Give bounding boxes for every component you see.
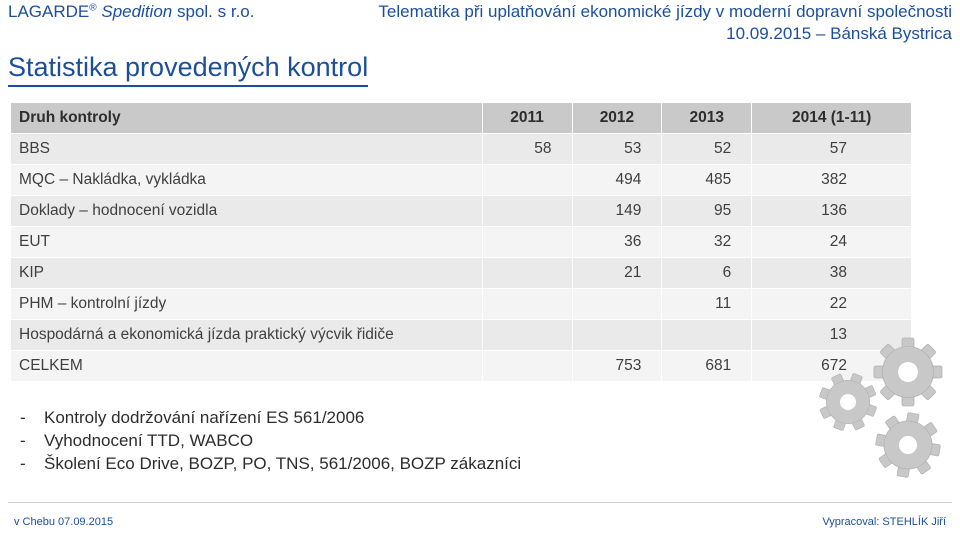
column-header-2013: 2013 [661,102,753,134]
cell-2011 [481,350,573,382]
column-header-2011: 2011 [481,102,573,134]
company-main: LAGARDE [8,2,90,21]
cell-2014: 57 [751,133,912,165]
cell-2013: 681 [661,350,753,382]
list-item: - Školení Eco Drive, BOZP, PO, TNS, 561/2… [20,452,521,475]
cell-2012: 36 [571,226,663,258]
cell-2011: 58 [481,133,573,165]
column-header-2014: 2014 (1-11) [751,102,912,134]
cell-2012 [571,319,663,351]
cell-2013: 52 [661,133,753,165]
cell-2014: 136 [751,195,912,227]
column-header-type: Druh kontroly [10,102,483,134]
cell-2014: 24 [751,226,912,258]
notes-list: - Kontroly dodržování nařízení ES 561/200… [20,406,521,475]
cell-2014: 22 [751,288,912,320]
row-label: BBS [10,133,483,165]
cell-2011 [481,319,573,351]
company-name: LAGARDE® Spedition spol. s r.o. [8,2,254,22]
bullet-dash: - [20,408,26,427]
row-label: CELKEM [10,350,483,382]
table-row: EUT 36 32 24 [10,226,912,258]
cell-2014: 13 [751,319,912,351]
cell-2012: 149 [571,195,663,227]
cell-2011 [481,288,573,320]
note-text: Školení Eco Drive, BOZP, PO, TNS, 561/20… [44,454,522,473]
bullet-dash: - [20,431,26,450]
row-label: PHM – kontrolní jízdy [10,288,483,320]
table-row: Hospodárná a ekonomická jízda praktický … [10,319,912,351]
row-label: Hospodárná a ekonomická jízda praktický … [10,319,483,351]
cell-2012 [571,288,663,320]
table-row: MQC – Nakládka, vykládka 494 485 382 [10,164,912,196]
row-label: MQC – Nakládka, vykládka [10,164,483,196]
row-label: Doklady – hodnocení vozidla [10,195,483,227]
cell-2013: 95 [661,195,753,227]
cell-2012: 494 [571,164,663,196]
cell-2014: 38 [751,257,912,289]
event-title: Telematika při uplatňování ekonomické jí… [378,2,952,21]
bullet-dash: - [20,454,26,473]
cell-2011 [481,226,573,258]
list-item: - Kontroly dodržování nařízení ES 561/200… [20,406,521,429]
row-label: EUT [10,226,483,258]
table-row: KIP 21 6 38 [10,257,912,289]
cell-2013 [661,319,753,351]
event-date-place: 10.09.2015 – Bánská Bystrica [726,24,952,43]
table-row: BBS 58 53 52 57 [10,133,912,165]
list-item: - Vyhodnocení TTD, WABCO [20,429,521,452]
company-italic: Spedition [101,2,173,21]
cell-2012: 753 [571,350,663,382]
note-text: Vyhodnocení TTD, WABCO [44,431,254,450]
footer-place-date: v Chebu 07.09.2015 [14,516,114,528]
table-row: PHM – kontrolní jízdy 11 22 [10,288,912,320]
table-header-row: Druh kontroly 2011 2012 2013 2014 (1-11) [10,102,912,134]
cell-2013: 6 [661,257,753,289]
registered-mark: ® [89,2,97,14]
cell-2014: 382 [751,164,912,196]
cell-2011 [481,195,573,227]
row-label: KIP [10,257,483,289]
company-suffix: spol. s r.o. [176,2,255,21]
footer-author: Vypracoval: STEHLÍK Jiří [822,516,946,528]
statistics-table: Druh kontroly 2011 2012 2013 2014 (1-11)… [10,102,912,382]
footer-divider [8,502,952,503]
table-row: Doklady – hodnocení vozidla 149 95 136 [10,195,912,227]
cell-2012: 53 [571,133,663,165]
column-header-2012: 2012 [571,102,663,134]
cell-2011 [481,164,573,196]
cell-2011 [481,257,573,289]
cell-2013: 11 [661,288,753,320]
cell-2013: 32 [661,226,753,258]
gears-icon [810,337,946,480]
cell-2012: 21 [571,257,663,289]
note-text: Kontroly dodržování nařízení ES 561/2006 [44,408,365,427]
cell-2013: 485 [661,164,753,196]
table-row-total: CELKEM 753 681 672 [10,350,912,382]
slide-title: Statistika provedených kontrol [8,52,369,87]
